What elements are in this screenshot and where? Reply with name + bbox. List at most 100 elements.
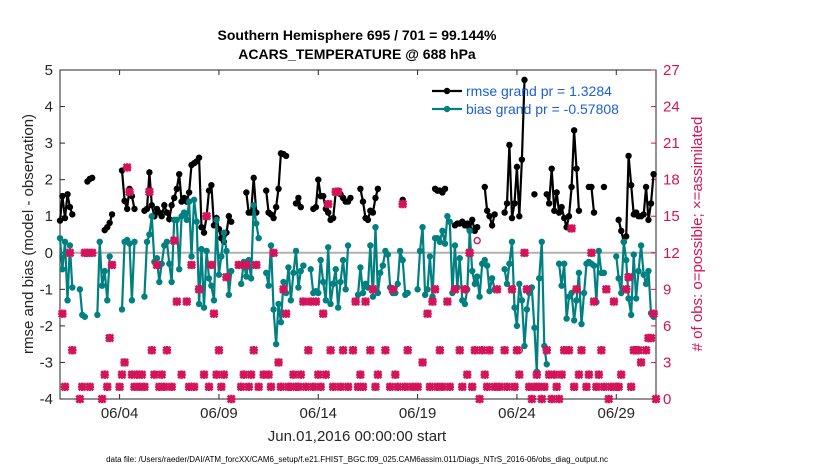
assimilated-marker [82,248,92,258]
legend-bias-label: bias grand pr = -0.57808 [466,101,619,117]
bias-point [573,297,580,304]
bias-point [421,291,429,299]
rmse-point [325,209,332,216]
bias-point [287,297,295,304]
assimilated-marker [137,370,147,380]
assimilated-marker [353,382,363,392]
bias-point [128,297,136,304]
assimilated-marker [120,358,129,367]
rmse-point [647,200,655,207]
bias-point [632,295,640,302]
assimilated-marker [276,382,286,392]
y-tick-label-left: -4 [40,391,53,408]
assimilated-marker [318,309,328,319]
assimilated-marker [323,199,333,209]
rmse-point [295,194,302,202]
bias-point [277,319,285,326]
assimilated-marker [398,199,408,209]
legend-rmse-marker [443,87,451,95]
bias-point [620,238,628,246]
rmse-point [568,183,575,191]
rmse-point [312,203,320,211]
rmse-point [143,205,151,213]
bias-point [168,278,175,286]
assimilated-marker [154,382,164,392]
rmse-point [518,156,526,163]
rmse-point [642,183,650,191]
bias-point [148,213,155,220]
assimilated-marker [351,297,361,306]
assimilated-marker [582,382,591,392]
assimilated-marker [482,382,492,392]
rmse-point [263,187,270,194]
assimilated-marker [477,345,487,355]
rmse-point [64,191,71,198]
assimilated-marker [547,394,557,404]
assimilated-marker [182,297,192,306]
assimilated-marker [313,370,323,380]
assimilated-marker [591,382,601,392]
assimilated-marker [338,345,348,355]
bias-point [255,234,262,242]
bias-point [263,269,270,277]
rmse-point [195,154,203,161]
bias-point [322,297,330,304]
y-tick-label-left: 4 [45,99,53,116]
assimilated-marker [485,345,494,355]
bias-point [471,280,479,288]
assimilated-marker [636,358,646,367]
assimilated-marker [269,248,278,258]
bias-point [444,213,451,220]
assimilated-marker [212,370,221,380]
rmse-point [61,214,69,222]
assimilated-marker [204,382,214,392]
bias-point [595,247,602,255]
assimilated-marker [380,345,390,355]
rmse-point [297,203,304,211]
assimilated-marker [435,345,445,355]
assimilated-marker [502,382,512,392]
y-tick-label-left: 2 [45,172,53,189]
assimilated-marker [537,394,547,404]
bias-point [307,266,314,273]
bias-point [163,238,171,246]
bias-point [630,251,637,258]
rmse-point [315,176,322,183]
assimilated-marker [621,284,631,294]
assimilated-marker [460,284,470,294]
rmse-point [531,191,538,198]
rmse-point [185,189,193,196]
bias-point [126,240,133,247]
rmse-point [374,185,382,193]
assimilated-marker [316,382,326,392]
rmse-point [131,205,138,213]
rmse-point [590,209,598,216]
bias-point [190,196,198,203]
bias-point [64,297,71,304]
bias-point [580,289,588,297]
rmse-point [168,202,175,209]
bias-point [146,231,153,238]
y-tick-label-right: 9 [663,281,671,298]
bias-point [265,282,272,289]
rmse-point [357,185,364,193]
assimilated-marker [264,370,274,380]
assimilated-marker [140,382,149,392]
y-tick-label-left: 3 [45,135,53,152]
assimilated-marker [425,382,435,392]
rmse-point [521,76,528,84]
bias-point [203,247,210,255]
assimilated-marker [122,163,132,172]
assimilated-marker [107,260,117,270]
bias-point [543,361,550,368]
rmse-point [640,211,647,218]
assimilated-marker [159,382,169,392]
bias-point [637,242,645,249]
assimilated-marker [542,345,552,355]
assimilated-marker [584,370,594,380]
y-tick-label-left: -3 [40,354,53,371]
assimilated-marker [187,260,196,270]
rmse-point [464,220,471,227]
y-axis-label-right: # of obs: o=possible; ×=assimilated [689,117,706,352]
assimilated-marker [251,260,261,270]
